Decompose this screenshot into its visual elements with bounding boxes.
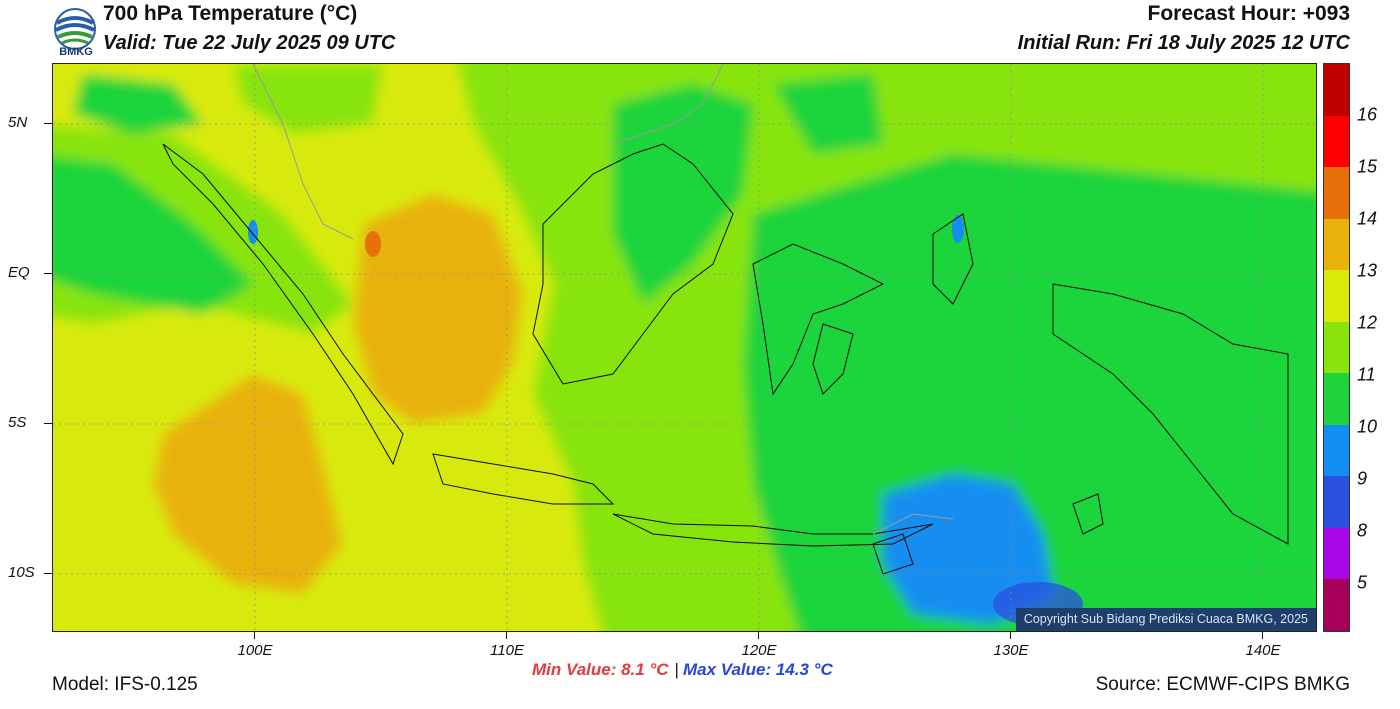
lon-tick	[506, 632, 507, 639]
colorbar-segment	[1324, 270, 1349, 323]
map-title: 700 hPa Temperature (°C)	[103, 2, 358, 25]
colorbar-label: 10	[1357, 416, 1378, 437]
lon-tick	[1010, 632, 1011, 639]
colorbar-segment	[1324, 476, 1349, 529]
model-label: Model: IFS-0.125	[52, 674, 198, 695]
forecast-hour: Forecast Hour: +093	[1147, 2, 1351, 25]
lat-label-eq: EQ	[8, 264, 30, 281]
colorbar-label: 5	[1357, 572, 1368, 593]
lon-label-130e: 130E	[993, 642, 1029, 659]
colorbar-label: 15	[1357, 156, 1378, 177]
min-max-separator: |	[674, 660, 679, 679]
colorbar-label: 12	[1357, 312, 1378, 333]
lat-tick	[44, 123, 52, 124]
temperature-field	[53, 64, 1316, 631]
lat-label-5s: 5S	[8, 414, 27, 431]
colorbar-label: 8	[1357, 520, 1368, 541]
lat-label-10s: 10S	[8, 564, 35, 581]
lat-tick	[44, 423, 52, 424]
logo-text: BMKG	[59, 46, 93, 58]
colorbar-label: 14	[1357, 208, 1378, 229]
colorbar-label: 16	[1357, 104, 1378, 125]
lat-tick	[44, 273, 52, 274]
colorbar-label: 11	[1357, 364, 1376, 385]
copyright-label: Copyright Sub Bidang Prediksi Cuaca BMKG…	[1015, 608, 1316, 631]
colorbar-segment	[1324, 373, 1349, 426]
valid-time: Valid: Tue 22 July 2025 09 UTC	[103, 32, 396, 54]
lon-tick	[1262, 632, 1263, 639]
lon-label-100e: 100E	[237, 642, 273, 659]
min-max-values: Min Value: 8.1 °C | Max Value: 14.3 °C	[532, 660, 833, 680]
colorbar-segment	[1324, 115, 1349, 168]
colorbar-segment	[1324, 64, 1349, 117]
bmkg-logo-icon	[54, 8, 96, 50]
colorbar-segment	[1324, 167, 1349, 220]
colorbar-segment	[1324, 579, 1349, 632]
colorbar-label: 9	[1357, 468, 1368, 489]
lon-tick	[254, 632, 255, 639]
lon-tick	[758, 632, 759, 639]
max-value: Max Value: 14.3 °C	[682, 660, 833, 679]
source-label: Source: ECMWF-CIPS BMKG	[1095, 674, 1350, 695]
colorbar-segment	[1324, 218, 1349, 271]
temperature-map: Copyright Sub Bidang Prediksi Cuaca BMKG…	[52, 63, 1317, 632]
colorbar-label: 13	[1357, 260, 1378, 281]
colorbar-segment	[1324, 424, 1349, 477]
colorbar	[1323, 63, 1350, 632]
lon-label-110e: 110E	[490, 642, 524, 659]
lon-label-120e: 120E	[741, 642, 777, 659]
min-value: Min Value: 8.1 °C	[532, 660, 669, 679]
initial-run: Initial Run: Fri 18 July 2025 12 UTC	[1017, 32, 1350, 54]
lon-label-140e: 140E	[1245, 642, 1281, 659]
lat-tick	[44, 573, 52, 574]
lat-label-5n: 5N	[8, 114, 28, 131]
colorbar-segment	[1324, 321, 1349, 374]
colorbar-segment	[1324, 527, 1349, 580]
